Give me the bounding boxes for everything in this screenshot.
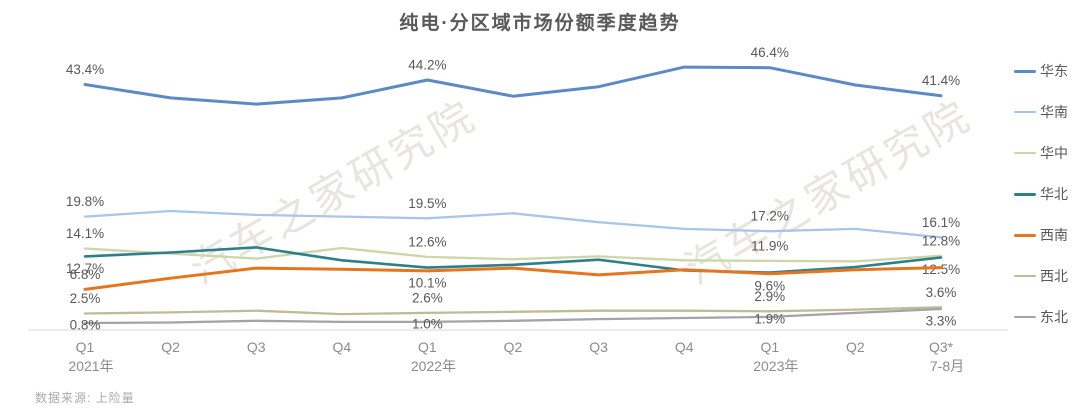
- x-axis-label-q3-star: Q3*: [929, 339, 954, 355]
- series-line-huazhong: [83, 246, 943, 263]
- legend-swatch-huadong: [1014, 69, 1036, 73]
- x-axis-label-q1: Q1: [418, 339, 437, 355]
- legend-swatch-xibei: [1014, 275, 1036, 277]
- data-label-huadong: 46.4%: [751, 45, 789, 60]
- x-axis-label-q4: Q4: [332, 339, 351, 355]
- series-line-huanan: [83, 209, 943, 239]
- legend-item-xibei: 西北: [1014, 265, 1068, 287]
- legend-item-huazhong: 华中: [1014, 142, 1068, 164]
- x-axis-label-q2: Q2: [504, 339, 523, 355]
- x-axis-label-q3: Q3: [589, 339, 608, 355]
- x-axis-label-q1: Q1: [760, 339, 779, 355]
- data-source-note: 数据来源: 上险量: [35, 391, 135, 405]
- x-axis-label-q2: Q2: [161, 339, 180, 355]
- data-label-dongbei: 1.0%: [412, 316, 443, 331]
- data-label-xinan: 6.8%: [70, 267, 101, 282]
- data-label-xinan: 9.6%: [754, 278, 785, 293]
- data-label-xinan: 10.1%: [408, 276, 446, 291]
- legend-swatch-huanan: [1014, 111, 1036, 113]
- data-label-huanan: 17.2%: [751, 209, 789, 224]
- data-label-dongbei: 0.8%: [70, 318, 101, 333]
- data-label-huazhong: 12.8%: [922, 233, 960, 248]
- data-label-huanan: 19.8%: [66, 194, 104, 209]
- legend-swatch-huabei: [1014, 192, 1036, 196]
- data-label-huadong: 43.4%: [66, 62, 104, 77]
- series-line-huadong: [83, 65, 943, 106]
- x-axis-sublabel: 2021年: [68, 358, 113, 374]
- data-label-huanan: 19.5%: [408, 196, 446, 211]
- data-label-xibei: 3.6%: [926, 285, 957, 300]
- legend-swatch-xinan: [1014, 233, 1036, 237]
- x-axis-sublabel: 7-8月: [930, 358, 964, 374]
- series-line-huabei: [83, 246, 943, 274]
- legend-label-huabei: 华北: [1040, 186, 1068, 202]
- data-label-xibei: 2.9%: [754, 289, 785, 304]
- legend-item-huabei: 华北: [1014, 183, 1068, 205]
- data-label-huazhong: 11.9%: [751, 238, 788, 253]
- x-axis-label-q2: Q2: [846, 339, 865, 355]
- data-label-huazhong: 12.6%: [408, 235, 446, 250]
- legend-label-huanan: 华南: [1040, 104, 1068, 120]
- x-axis-sublabel: 2023年: [753, 358, 798, 374]
- legend-swatch-dongbei: [1014, 316, 1036, 318]
- legend-label-huadong: 华东: [1040, 63, 1068, 79]
- data-label-huadong: 44.2%: [408, 58, 446, 73]
- data-label-xibei: 2.6%: [412, 291, 443, 306]
- data-label-dongbei: 1.9%: [754, 311, 785, 326]
- data-label-huabei: 12.5%: [922, 262, 960, 277]
- legend-item-huadong: 华东: [1014, 60, 1068, 82]
- legend-item-xinan: 西南: [1014, 224, 1068, 246]
- data-label-huazhong: 14.1%: [66, 226, 104, 241]
- x-axis-sublabel: 2022年: [411, 358, 456, 374]
- data-label-xibei: 2.5%: [70, 291, 101, 306]
- data-label-huadong: 41.4%: [922, 73, 960, 88]
- data-label-huanan: 16.1%: [922, 215, 960, 230]
- series-line-xibei: [83, 306, 943, 316]
- data-label-dongbei: 3.3%: [926, 314, 957, 329]
- chart-legend: 华东华南华中华北西南西北东北: [1014, 60, 1068, 328]
- data-label-huabei: 12.7%: [66, 261, 104, 276]
- legend-item-dongbei: 东北: [1014, 306, 1068, 328]
- legend-swatch-huazhong: [1014, 152, 1036, 154]
- legend-label-xibei: 西北: [1040, 268, 1068, 284]
- legend-label-dongbei: 东北: [1040, 309, 1068, 325]
- series-line-xinan: [83, 266, 943, 291]
- x-axis-label-q1: Q1: [76, 339, 95, 355]
- watermark-text-1: 汽车之家研究院: [182, 91, 484, 293]
- legend-item-huanan: 华南: [1014, 101, 1068, 123]
- legend-label-xinan: 西南: [1040, 227, 1068, 243]
- x-axis-label-q3: Q3: [247, 339, 266, 355]
- legend-label-huazhong: 华中: [1040, 145, 1068, 161]
- chart-title: 纯电·分区域市场份额季度趋势: [399, 13, 681, 34]
- x-axis-label-q4: Q4: [675, 339, 694, 355]
- series-line-dongbei: [83, 307, 943, 325]
